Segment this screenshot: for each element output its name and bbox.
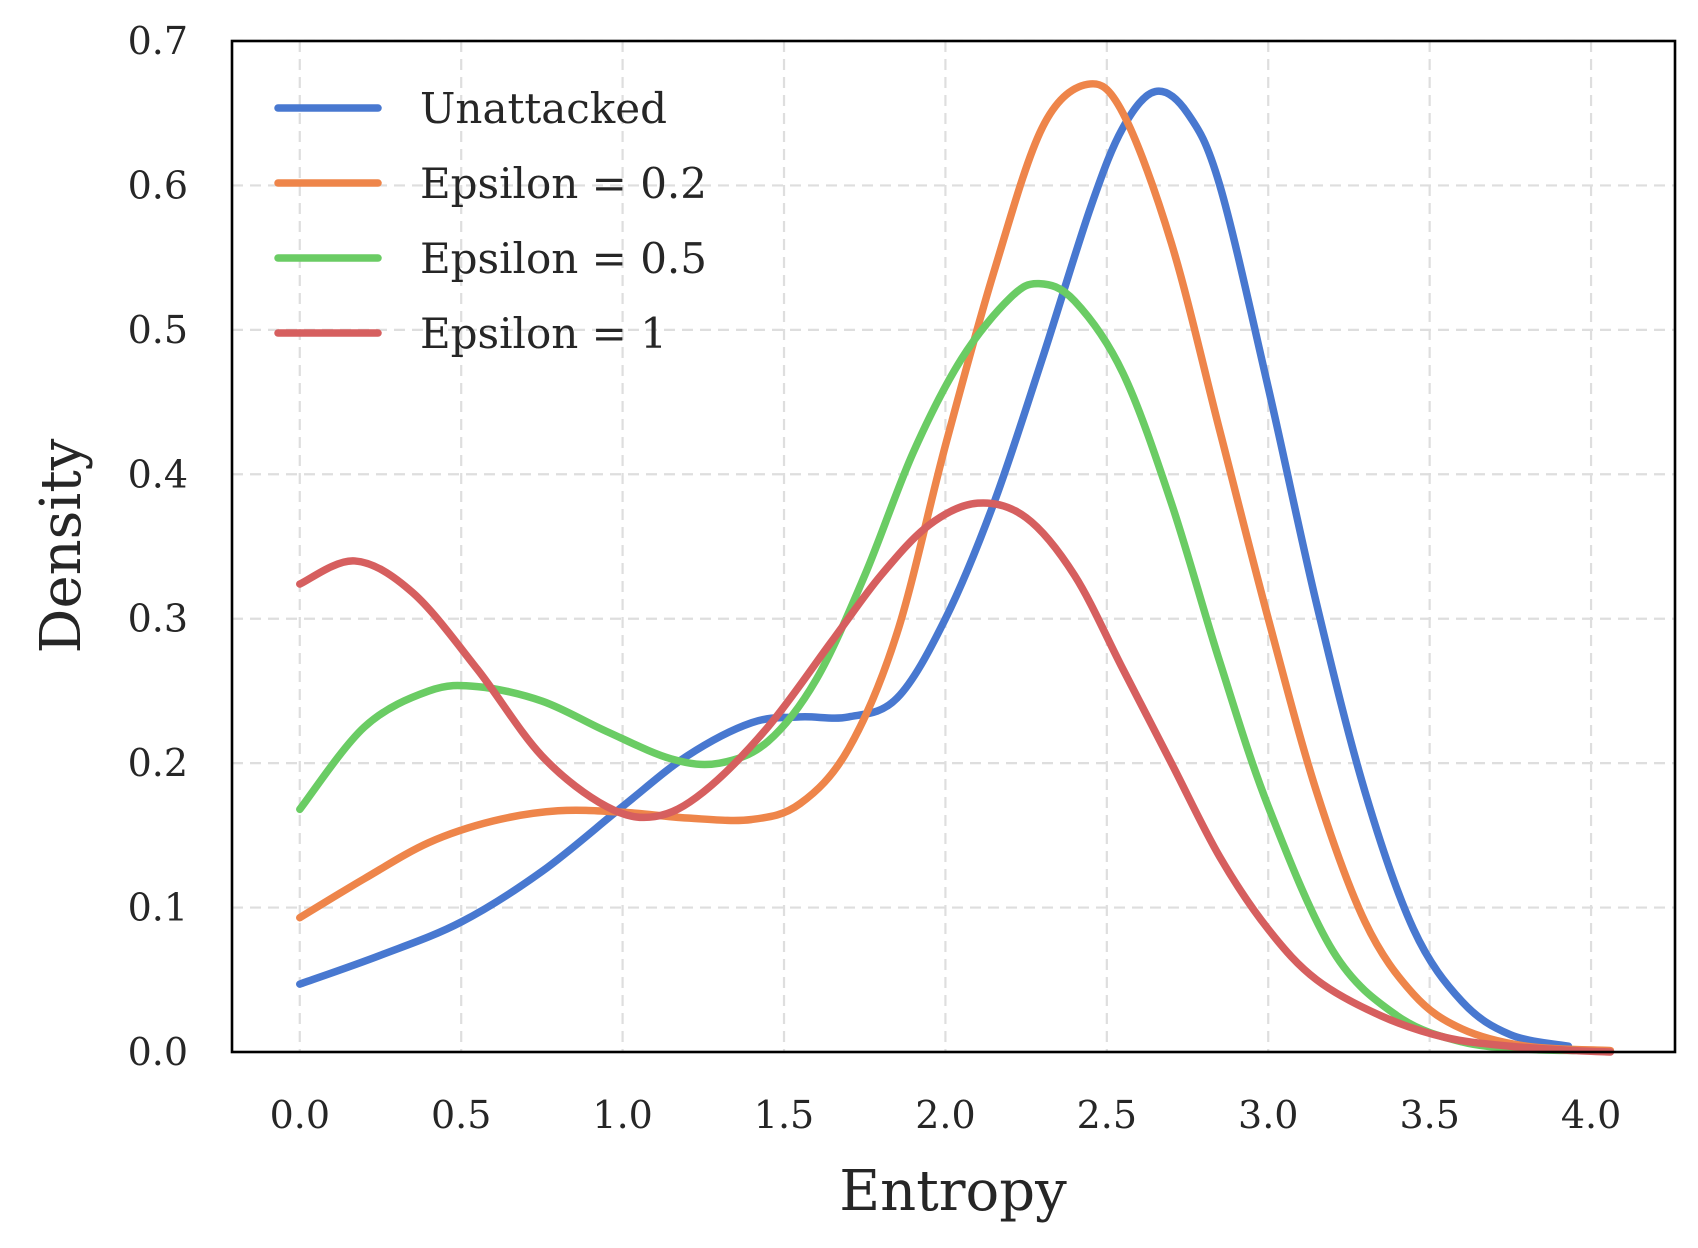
legend-label: Epsilon = 1 — [420, 309, 667, 358]
x-tick-label: 0.0 — [270, 1093, 330, 1137]
legend: Unattacked Epsilon = 0.2 Epsilon = 0.5 Epsi… — [274, 84, 707, 358]
plot-frame — [230, 39, 1677, 1054]
x-tick-label: 1.0 — [592, 1093, 652, 1137]
series-line-4 — [296, 499, 1615, 1056]
series-line-3 — [296, 279, 1579, 1055]
x-tick-label: 0.5 — [431, 1093, 491, 1137]
x-tick-label: 2.0 — [915, 1093, 975, 1137]
y-tick-label: 0.2 — [128, 741, 188, 785]
series-line-1 — [296, 87, 1573, 1050]
x-axis-ticks: 0.0 0.5 1.0 1.5 2.0 2.5 3.0 3.5 4.0 — [270, 1093, 1622, 1137]
legend-label: Unattacked — [420, 84, 667, 133]
x-tick-label: 4.0 — [1561, 1093, 1621, 1137]
x-axis-title: Entropy — [839, 1159, 1067, 1224]
y-axis-ticks: 0.0 0.1 0.2 0.3 0.4 0.5 0.6 0.7 — [128, 19, 188, 1074]
series-line-2 — [296, 80, 1615, 1055]
y-tick-label: 0.1 — [128, 886, 188, 930]
x-tick-label: 2.5 — [1077, 1093, 1137, 1137]
y-tick-label: 0.3 — [128, 597, 188, 641]
y-tick-label: 0.6 — [128, 163, 188, 207]
x-tick-label: 3.5 — [1399, 1093, 1459, 1137]
y-tick-label: 0.4 — [128, 452, 188, 496]
legend-label: Epsilon = 0.5 — [420, 234, 707, 283]
x-tick-label: 3.0 — [1238, 1093, 1298, 1137]
series-lines — [296, 80, 1615, 1056]
legend-label: Epsilon = 0.2 — [420, 159, 707, 208]
y-tick-label: 0.5 — [128, 308, 188, 352]
x-tick-label: 1.5 — [754, 1093, 814, 1137]
y-tick-label: 0.0 — [128, 1030, 188, 1074]
y-tick-label: 0.7 — [128, 19, 188, 63]
y-axis-title: Density — [29, 438, 94, 653]
